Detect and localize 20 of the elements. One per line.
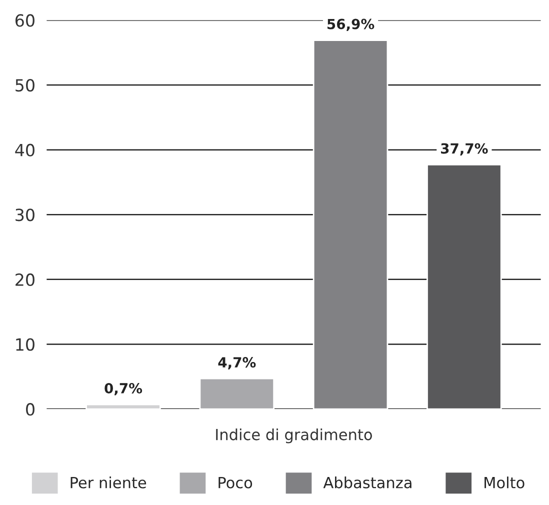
data-label: 37,7%: [441, 143, 488, 156]
legend-label: Abbastanza: [323, 476, 412, 488]
x-tick-label: Indice di gradimento: [216, 428, 372, 444]
data-label: 0,7%: [104, 382, 142, 396]
y-tick-label: 0: [26, 403, 34, 416]
y-tick-label: 10: [16, 338, 34, 351]
y-tick-label: 60: [16, 14, 34, 27]
y-tick-label: 30: [16, 208, 34, 222]
bar: [86, 404, 161, 410]
bar: [426, 164, 502, 410]
y-tick-label: 20: [16, 273, 34, 286]
legend-label: Per niente: [70, 476, 146, 488]
data-label: 4,7%: [218, 357, 256, 370]
data-label: 56,9%: [328, 18, 374, 32]
y-tick-label: 50: [16, 78, 34, 92]
bar: [199, 378, 275, 410]
bar: [312, 40, 388, 410]
legend-label: Molto: [484, 476, 524, 488]
legend-label: Poco: [218, 477, 252, 488]
y-tick-label: 40: [15, 144, 34, 156]
